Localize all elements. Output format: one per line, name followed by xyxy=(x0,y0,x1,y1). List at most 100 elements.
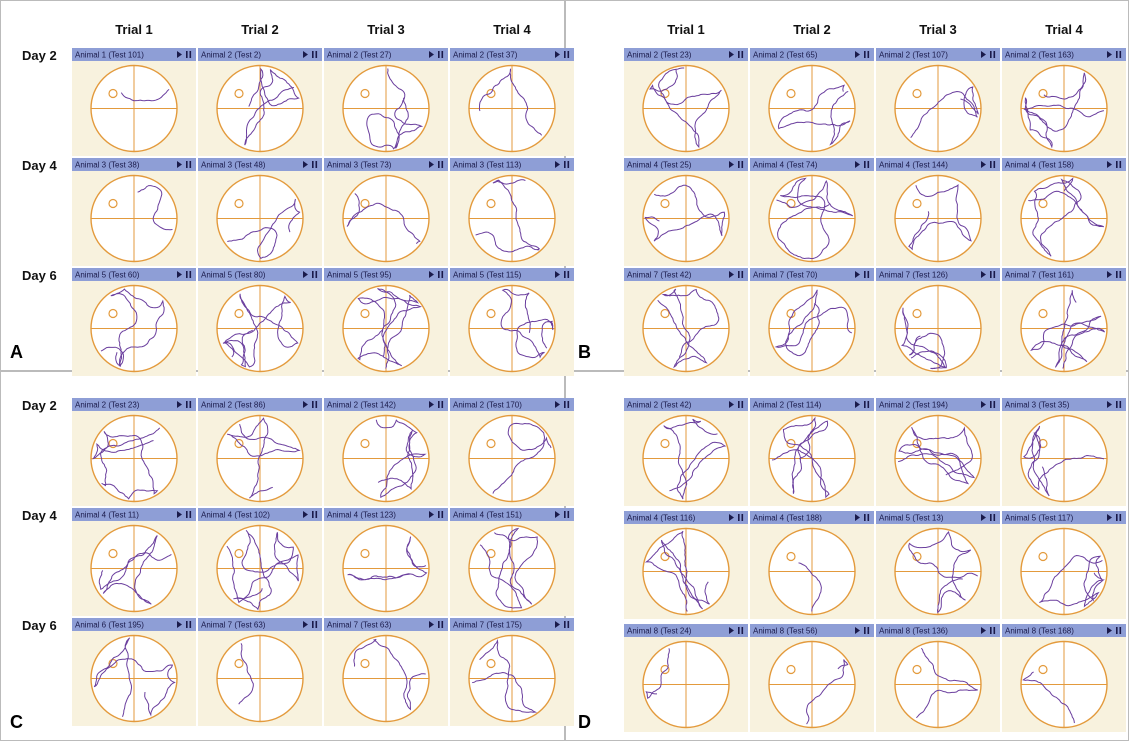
pause-button[interactable] xyxy=(568,621,570,628)
pause-button[interactable] xyxy=(1120,51,1122,58)
pause-button[interactable] xyxy=(990,627,992,634)
pause-button[interactable] xyxy=(990,401,992,408)
pause-button[interactable] xyxy=(564,161,566,168)
pause-button[interactable] xyxy=(564,271,566,278)
pause-button[interactable] xyxy=(1120,627,1122,634)
pause-button[interactable] xyxy=(316,161,318,168)
pause-button[interactable] xyxy=(1116,161,1118,168)
pause-button[interactable] xyxy=(742,514,744,521)
pause-button[interactable] xyxy=(190,161,192,168)
pause-button[interactable] xyxy=(864,161,866,168)
pause-button[interactable] xyxy=(190,621,192,628)
pause-button[interactable] xyxy=(1120,271,1122,278)
pause-button[interactable] xyxy=(864,51,866,58)
pause-button[interactable] xyxy=(868,161,870,168)
pause-button[interactable] xyxy=(190,51,192,58)
pause-button[interactable] xyxy=(438,621,440,628)
pause-button[interactable] xyxy=(868,271,870,278)
pause-button[interactable] xyxy=(312,511,314,518)
pause-button[interactable] xyxy=(994,51,996,58)
pause-button[interactable] xyxy=(742,401,744,408)
pause-button[interactable] xyxy=(742,627,744,634)
pause-button[interactable] xyxy=(994,627,996,634)
cell-title: Animal 4 (Test 158) xyxy=(1005,161,1074,170)
pause-button[interactable] xyxy=(186,161,188,168)
pause-button[interactable] xyxy=(868,51,870,58)
pause-button[interactable] xyxy=(442,621,444,628)
pause-button[interactable] xyxy=(868,627,870,634)
pause-button[interactable] xyxy=(738,271,740,278)
pause-button[interactable] xyxy=(868,514,870,521)
pause-button[interactable] xyxy=(564,621,566,628)
pause-button[interactable] xyxy=(1120,514,1122,521)
pause-button[interactable] xyxy=(1116,627,1118,634)
pause-button[interactable] xyxy=(186,511,188,518)
pause-button[interactable] xyxy=(312,161,314,168)
pause-button[interactable] xyxy=(564,51,566,58)
pause-button[interactable] xyxy=(994,514,996,521)
pause-button[interactable] xyxy=(1116,401,1118,408)
pause-button[interactable] xyxy=(438,51,440,58)
pause-button[interactable] xyxy=(738,161,740,168)
cell-title: Animal 3 (Test 113) xyxy=(453,161,522,170)
pause-button[interactable] xyxy=(738,514,740,521)
pause-button[interactable] xyxy=(312,621,314,628)
pause-button[interactable] xyxy=(442,271,444,278)
pause-button[interactable] xyxy=(186,401,188,408)
pause-button[interactable] xyxy=(190,271,192,278)
pause-button[interactable] xyxy=(742,271,744,278)
pause-button[interactable] xyxy=(438,271,440,278)
pause-button[interactable] xyxy=(316,401,318,408)
pause-button[interactable] xyxy=(564,401,566,408)
pause-button[interactable] xyxy=(1120,401,1122,408)
pause-button[interactable] xyxy=(994,401,996,408)
pause-button[interactable] xyxy=(190,511,192,518)
pause-button[interactable] xyxy=(442,161,444,168)
cell-title: Animal 7 (Test 175) xyxy=(453,621,522,630)
pause-button[interactable] xyxy=(316,271,318,278)
pause-button[interactable] xyxy=(186,271,188,278)
pause-button[interactable] xyxy=(742,161,744,168)
pause-button[interactable] xyxy=(990,514,992,521)
pause-button[interactable] xyxy=(316,51,318,58)
pause-button[interactable] xyxy=(1116,514,1118,521)
pause-button[interactable] xyxy=(994,161,996,168)
cell-title: Animal 2 (Test 86) xyxy=(201,401,266,410)
pause-button[interactable] xyxy=(442,51,444,58)
pause-button[interactable] xyxy=(868,401,870,408)
pause-button[interactable] xyxy=(186,51,188,58)
pause-button[interactable] xyxy=(864,627,866,634)
pause-button[interactable] xyxy=(568,161,570,168)
pause-button[interactable] xyxy=(438,511,440,518)
pause-button[interactable] xyxy=(738,51,740,58)
pause-button[interactable] xyxy=(742,51,744,58)
pause-button[interactable] xyxy=(994,271,996,278)
pause-button[interactable] xyxy=(316,621,318,628)
pause-button[interactable] xyxy=(568,51,570,58)
pause-button[interactable] xyxy=(312,271,314,278)
pause-button[interactable] xyxy=(990,161,992,168)
pause-button[interactable] xyxy=(738,401,740,408)
pause-button[interactable] xyxy=(312,51,314,58)
pause-button[interactable] xyxy=(568,511,570,518)
pause-button[interactable] xyxy=(316,511,318,518)
pause-button[interactable] xyxy=(1116,51,1118,58)
pause-button[interactable] xyxy=(990,51,992,58)
pause-button[interactable] xyxy=(438,161,440,168)
pause-button[interactable] xyxy=(738,627,740,634)
pause-button[interactable] xyxy=(1116,271,1118,278)
pause-button[interactable] xyxy=(564,511,566,518)
pause-button[interactable] xyxy=(442,511,444,518)
pause-button[interactable] xyxy=(438,401,440,408)
pause-button[interactable] xyxy=(190,401,192,408)
pause-button[interactable] xyxy=(312,401,314,408)
pause-button[interactable] xyxy=(864,271,866,278)
pause-button[interactable] xyxy=(568,401,570,408)
pause-button[interactable] xyxy=(186,621,188,628)
pause-button[interactable] xyxy=(864,401,866,408)
pause-button[interactable] xyxy=(864,514,866,521)
pause-button[interactable] xyxy=(442,401,444,408)
pause-button[interactable] xyxy=(568,271,570,278)
pause-button[interactable] xyxy=(1120,161,1122,168)
pause-button[interactable] xyxy=(990,271,992,278)
